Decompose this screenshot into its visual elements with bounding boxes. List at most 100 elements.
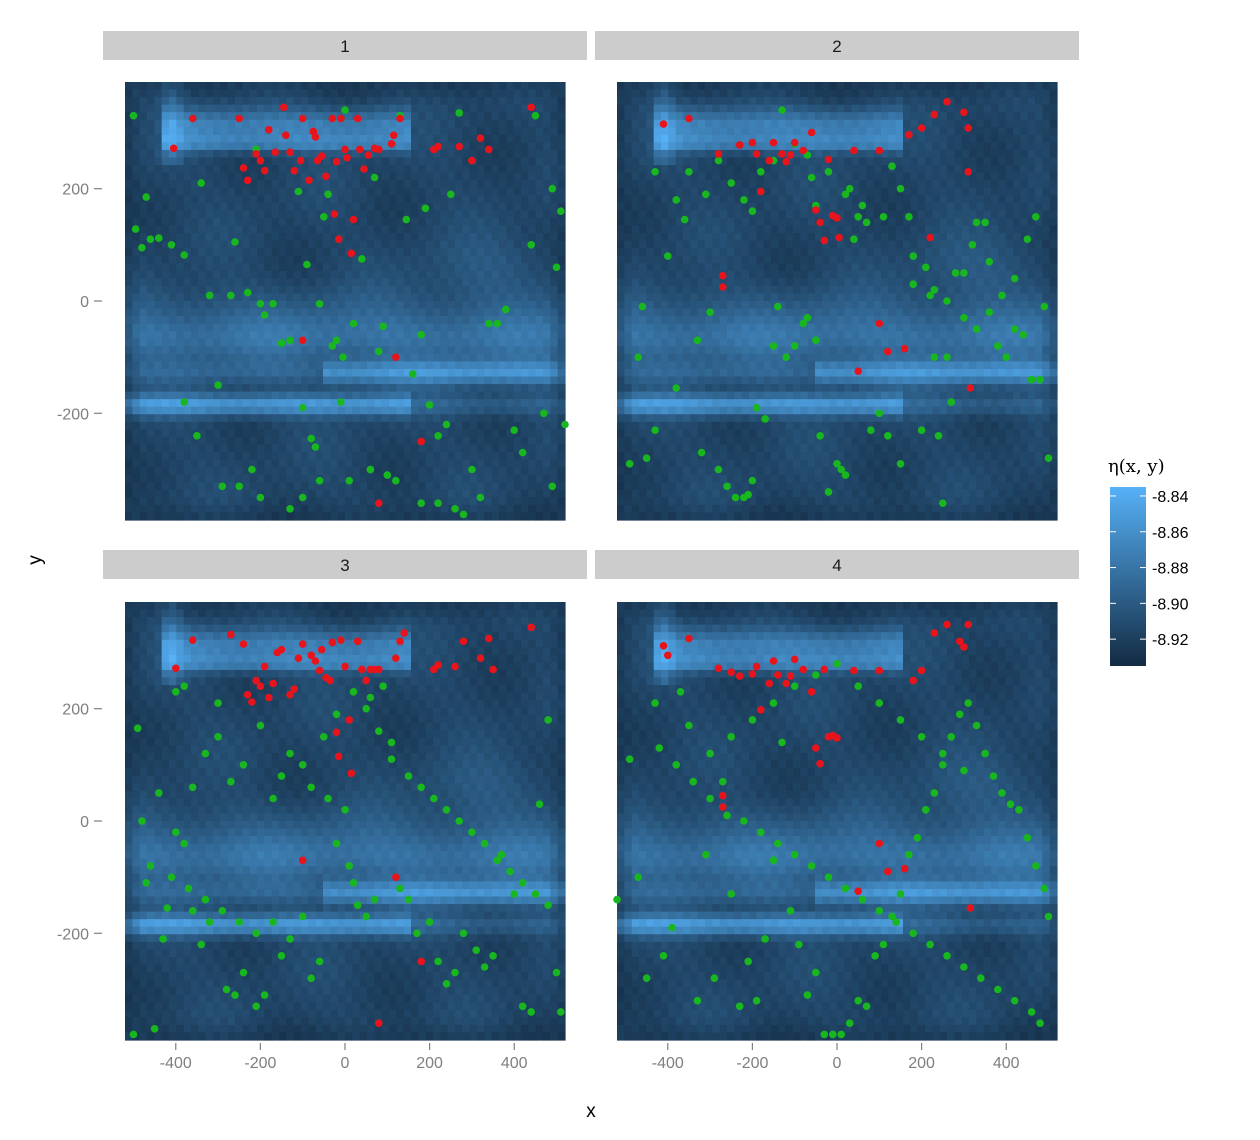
heatmap-tile — [903, 195, 911, 204]
heatmap-tile — [888, 149, 897, 159]
heatmap-tile — [359, 421, 368, 430]
heatmap-tile — [873, 157, 882, 166]
heatmap-tile — [220, 452, 229, 461]
heatmap-tile — [367, 293, 375, 302]
heatmap-tile — [418, 482, 427, 491]
heatmap-tile — [521, 119, 529, 128]
heatmap-tile — [271, 338, 280, 347]
point-green — [131, 225, 140, 233]
heatmap-tile — [396, 82, 405, 91]
heatmap-tile — [176, 376, 185, 385]
heatmap-tile — [301, 187, 309, 196]
heatmap-tile — [477, 149, 485, 159]
heatmap-tile — [271, 368, 280, 378]
heatmap-tile — [169, 263, 177, 272]
heatmap-tile — [895, 97, 904, 106]
heatmap-tile — [932, 82, 941, 91]
heatmap-tile — [895, 240, 904, 249]
heatmap-tile — [374, 233, 383, 242]
heatmap-tile — [557, 308, 566, 317]
heatmap-tile — [455, 474, 463, 483]
heatmap-tile — [323, 384, 331, 393]
heatmap-tile — [301, 452, 309, 461]
heatmap-tile — [1027, 180, 1036, 189]
heatmap-tile — [191, 187, 199, 196]
heatmap-tile — [455, 270, 463, 279]
heatmap-tile — [851, 172, 860, 181]
heatmap-tile — [1027, 104, 1036, 113]
heatmap-tile — [668, 248, 677, 257]
heatmap-tile — [359, 112, 368, 121]
heatmap-tile — [396, 497, 405, 506]
heatmap-tile — [308, 406, 317, 415]
heatmap-tile — [440, 82, 449, 91]
heatmap-tile — [139, 346, 148, 355]
heatmap-tile — [917, 112, 926, 121]
heatmap-tile — [1042, 225, 1051, 234]
heatmap-tile — [345, 384, 353, 393]
heatmap-tile — [550, 497, 559, 506]
heatmap-tile — [264, 384, 273, 393]
heatmap-tile — [447, 308, 456, 317]
heatmap-tile — [323, 293, 331, 302]
heatmap-tile — [976, 187, 985, 196]
point-green — [180, 251, 188, 259]
heatmap-tile — [484, 127, 493, 136]
heatmap-tile — [433, 248, 441, 257]
heatmap-tile — [257, 263, 265, 272]
heatmap-tile — [183, 497, 192, 506]
heatmap-tile — [139, 248, 148, 257]
heatmap-tile — [771, 112, 779, 121]
heatmap-tile — [771, 142, 779, 151]
heatmap-tile — [257, 165, 265, 174]
heatmap-tile — [125, 452, 133, 461]
heatmap-tile — [778, 217, 787, 227]
heatmap-tile — [881, 180, 889, 189]
heatmap-tile — [837, 217, 845, 227]
heatmap-tile — [484, 452, 493, 461]
heatmap-tile — [947, 157, 955, 166]
point-red — [279, 103, 288, 112]
heatmap-tile — [161, 512, 170, 521]
heatmap-tile — [1005, 165, 1014, 174]
heatmap-tile — [183, 82, 192, 91]
heatmap-tile — [374, 112, 383, 121]
heatmap-tile — [308, 361, 317, 370]
heatmap-tile — [881, 142, 889, 151]
heatmap-tile — [396, 323, 405, 332]
heatmap-tile — [469, 301, 478, 310]
heatmap-tile — [337, 157, 346, 166]
heatmap-tile — [279, 97, 287, 106]
heatmap-tile — [352, 233, 361, 242]
heatmap-tile — [477, 414, 485, 423]
point-red — [235, 114, 243, 123]
heatmap-tile — [425, 467, 434, 476]
heatmap-tile — [653, 240, 662, 249]
heatmap-tile — [183, 452, 192, 461]
heatmap-tile — [249, 89, 258, 98]
heatmap-tile — [403, 467, 412, 476]
heatmap-tile — [279, 149, 287, 159]
heatmap-tile — [132, 285, 141, 295]
heatmap-tile — [932, 172, 941, 181]
heatmap-tile — [425, 512, 434, 521]
heatmap-tile — [462, 301, 471, 310]
heatmap-tile — [719, 149, 728, 159]
heatmap-tile — [491, 255, 500, 264]
heatmap-tile — [293, 346, 302, 355]
heatmap-tile — [756, 195, 765, 204]
heatmap-tile — [352, 331, 361, 340]
heatmap-tile — [895, 210, 904, 219]
heatmap-tile — [125, 263, 133, 272]
heatmap-tile — [418, 165, 427, 174]
heatmap-tile — [506, 225, 515, 234]
heatmap-tile — [205, 165, 214, 174]
heatmap-tile — [359, 489, 368, 498]
heatmap-tile — [1042, 142, 1051, 151]
heatmap-tile — [418, 119, 427, 128]
heatmap-tile — [513, 474, 522, 483]
heatmap-tile — [257, 82, 265, 91]
heatmap-tile — [499, 301, 507, 310]
heatmap-tile — [154, 512, 163, 521]
heatmap-tile — [469, 323, 478, 332]
